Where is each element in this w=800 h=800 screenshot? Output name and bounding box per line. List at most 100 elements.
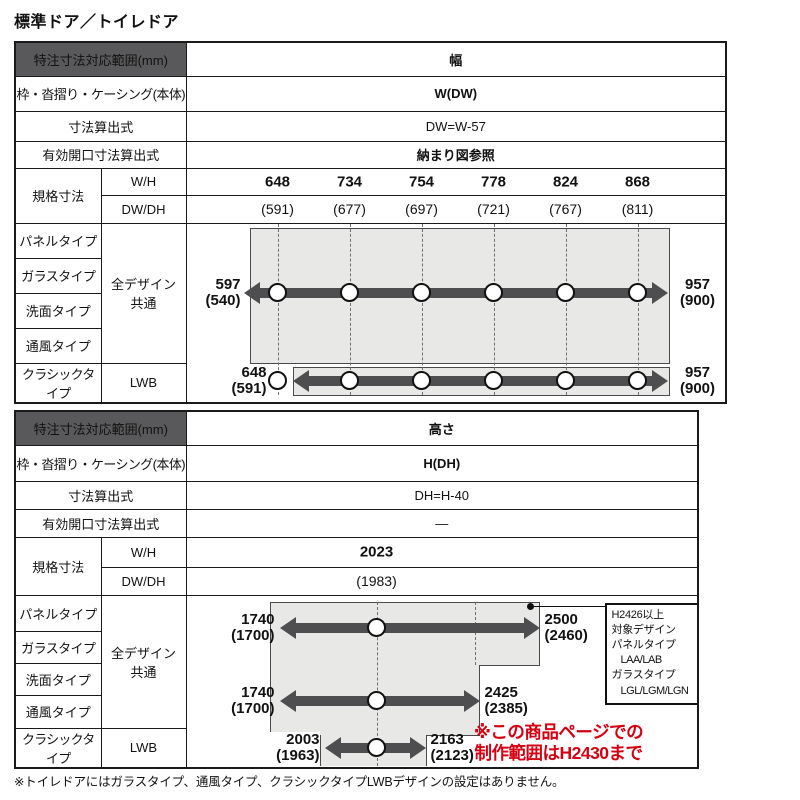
width-dimension: 幅 xyxy=(185,41,727,77)
height-dimension: 高さ xyxy=(185,410,699,446)
lwb-label: LWB xyxy=(100,362,187,403)
page-title: 標準ドア／トイレドア xyxy=(14,14,180,31)
calc-label: 寸法算出式 xyxy=(14,110,187,142)
size-marker xyxy=(366,617,386,637)
arrow-head-left xyxy=(279,689,296,712)
width-common-min: 597 (540) xyxy=(205,275,241,309)
wh-value: 778 xyxy=(481,173,507,190)
callout-line: パネルタイプ xyxy=(611,638,677,651)
type-panel: パネルタイプ xyxy=(14,594,102,632)
width-frame-value: W(DW) xyxy=(185,75,727,112)
standard-size-label: 規格寸法 xyxy=(14,167,102,224)
wh-value: 734 xyxy=(337,173,363,190)
dwdh-value: (1983) xyxy=(356,573,397,589)
size-marker xyxy=(627,370,647,390)
arrow-head-left xyxy=(292,369,309,392)
leader-dot xyxy=(526,602,534,610)
dwdh-value: (767) xyxy=(549,201,582,217)
size-marker xyxy=(339,370,359,390)
height-common-max-1: 2500 (2460) xyxy=(544,610,588,644)
type-classic: クラシックタイプ xyxy=(14,727,102,768)
design-common-label: 全デザイン 共通 xyxy=(100,594,187,729)
width-lwb-min: 648 (591) xyxy=(231,363,267,397)
toilet-door-footnote: ※トイレドアにはガラスタイプ、通風タイプ、クラシックタイプLWBデザインの設定は… xyxy=(14,775,565,789)
width-common-max: 957 (900) xyxy=(680,275,716,309)
step-line xyxy=(426,734,480,736)
width-spec-table: 特注寸法対応範囲(mm) 幅 枠・沓摺り・ケーシング(本体) W(DW) 寸法算… xyxy=(14,41,728,404)
type-washroom: 洗面タイプ xyxy=(14,662,102,696)
design-common-label: 全デザイン 共通 xyxy=(100,222,187,364)
callout-line: LAA/LAB xyxy=(620,654,663,667)
size-marker xyxy=(483,282,503,302)
dwdh-value: (677) xyxy=(333,201,366,217)
type-glass: ガラスタイプ xyxy=(14,257,102,294)
spec-range-label: 特注寸法対応範囲(mm) xyxy=(14,41,187,77)
type-glass: ガラスタイプ xyxy=(14,630,102,664)
size-marker xyxy=(555,282,575,302)
type-panel: パネルタイプ xyxy=(14,222,102,259)
size-marker xyxy=(267,282,287,302)
width-range-diagram: 597 (540) 957 (900) 648 (591) 957 (900) xyxy=(185,222,727,403)
width-lwb-max: 957 (900) xyxy=(680,363,716,397)
wh-value: 754 xyxy=(409,173,435,190)
type-washroom: 洗面タイプ xyxy=(14,292,102,329)
height-dwdh-value-cell: (1983) xyxy=(185,566,699,596)
callout-line: LGL/LGM/LGN xyxy=(620,684,689,697)
size-marker xyxy=(267,370,287,390)
grid-line xyxy=(376,601,378,766)
height-wh-value-cell: 2023 xyxy=(185,536,699,568)
callout-line: 対象デザイン xyxy=(611,623,677,636)
size-marker xyxy=(483,370,503,390)
wh-value: 648 xyxy=(265,173,291,190)
calc-label: 寸法算出式 xyxy=(14,480,187,510)
height-lwb-max: 2163 (2123) xyxy=(430,730,474,764)
frame-label: 枠・沓摺り・ケーシング(本体) xyxy=(14,444,187,482)
size-marker xyxy=(411,370,431,390)
height-diagram-canvas: 1740 (1700) 2500 (2460) 1740 (1700) 2425… xyxy=(187,596,698,767)
size-marker xyxy=(555,370,575,390)
width-calc-value: DW=W-57 xyxy=(185,110,727,142)
height-common-min-2: 1740 (1700) xyxy=(231,683,275,717)
grid-line xyxy=(565,223,567,395)
arrow-head-left xyxy=(324,736,341,759)
wh-label: W/H xyxy=(100,536,187,568)
height-lwb-min: 2003 (1963) xyxy=(249,731,320,764)
grid-line xyxy=(493,223,495,395)
opening-calc-label: 有効開口寸法算出式 xyxy=(14,140,187,169)
opening-calc-label: 有効開口寸法算出式 xyxy=(14,508,187,538)
height-spec-table: 特注寸法対応範囲(mm) 高さ 枠・沓摺り・ケーシング(本体) H(DH) 寸法… xyxy=(14,410,700,769)
callout-line: H2426以上 xyxy=(611,608,665,621)
range-arrow-common-1 xyxy=(293,622,526,633)
size-marker xyxy=(627,282,647,302)
height-common-max-2: 2425 (2385) xyxy=(484,683,528,717)
width-wh-values: 648 734 754 778 824 868 xyxy=(185,167,727,196)
arrow-head-left xyxy=(279,616,296,639)
type-vent: 通風タイプ xyxy=(14,694,102,729)
type-vent: 通風タイプ xyxy=(14,327,102,364)
range-arrow-lwb xyxy=(306,375,654,386)
spec-range-label: 特注寸法対応範囲(mm) xyxy=(14,410,187,446)
wh-label: W/H xyxy=(100,167,187,196)
size-marker xyxy=(366,690,386,710)
wh-value: 824 xyxy=(553,173,579,190)
height-range-area-top xyxy=(269,601,540,666)
width-diagram-canvas: 597 (540) 957 (900) 648 (591) 957 (900) xyxy=(187,223,725,402)
type-classic: クラシックタイプ xyxy=(14,362,102,403)
dwdh-value: (721) xyxy=(477,201,510,217)
wh-value: 2023 xyxy=(359,543,394,561)
range-arrow-common xyxy=(257,287,654,298)
frame-label: 枠・沓摺り・ケーシング(本体) xyxy=(14,75,187,112)
arrow-head-right xyxy=(409,736,426,759)
dwdh-label: DW/DH xyxy=(100,566,187,596)
lwb-label: LWB xyxy=(100,727,187,768)
dwdh-value: (697) xyxy=(405,201,438,217)
size-marker xyxy=(411,282,431,302)
standard-size-label: 規格寸法 xyxy=(14,536,102,596)
dwdh-value: (591) xyxy=(261,201,294,217)
height-calc-value: DH=H-40 xyxy=(185,480,699,510)
arrow-head-right xyxy=(651,369,668,392)
arrow-head-left xyxy=(243,281,260,304)
size-marker xyxy=(366,737,386,757)
step-line xyxy=(479,664,540,666)
height-frame-value: H(DH) xyxy=(185,444,699,482)
